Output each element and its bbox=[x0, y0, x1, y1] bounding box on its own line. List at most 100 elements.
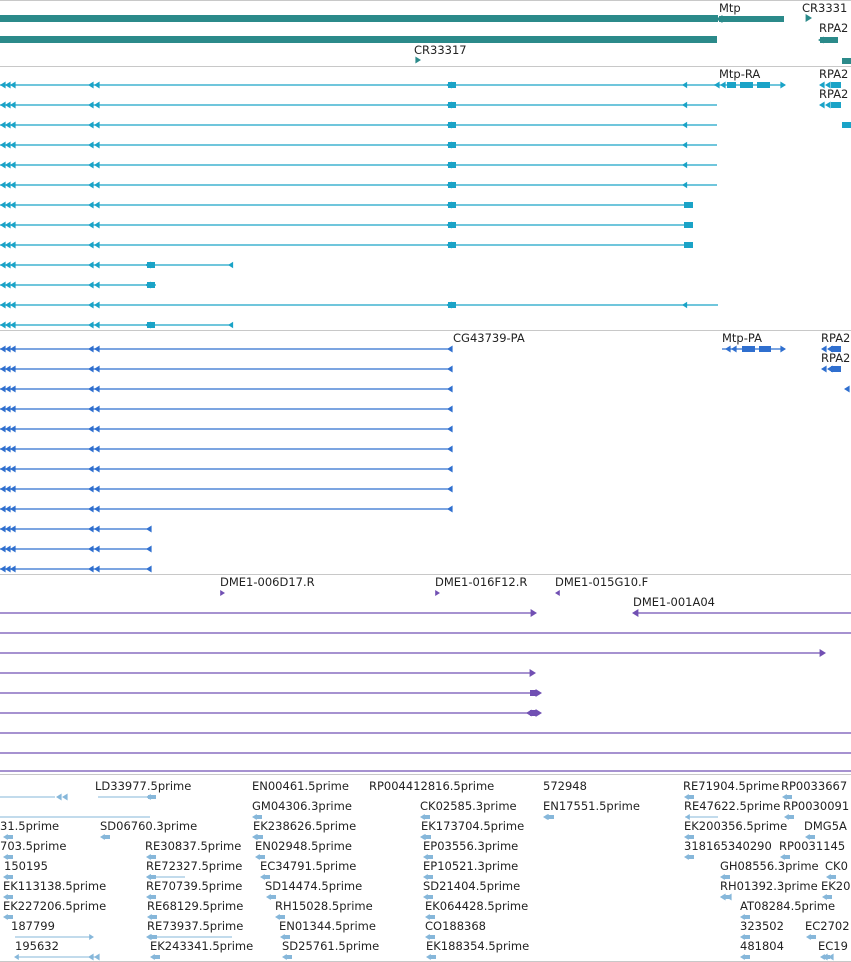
est-label[interactable]: 481804 bbox=[740, 939, 784, 953]
strand-arrow bbox=[825, 81, 831, 89]
exon-box bbox=[448, 122, 456, 128]
transcript-label-rpa2-a[interactable]: RPA2 bbox=[819, 67, 849, 81]
exon-box bbox=[7, 895, 13, 899]
strand-arrow bbox=[3, 894, 8, 900]
est-label[interactable]: 703.5prime bbox=[0, 839, 67, 853]
est-label[interactable]: EC19 bbox=[818, 939, 848, 953]
est-label[interactable]: EK173704.5prime bbox=[421, 819, 525, 833]
gene-label-rpa2[interactable]: RPA2 bbox=[819, 21, 849, 35]
est-label[interactable]: 318165340290 bbox=[684, 839, 772, 853]
est-label[interactable]: 187799 bbox=[11, 919, 55, 933]
est-label[interactable]: RE70739.5prime bbox=[146, 879, 243, 893]
strand-arrow bbox=[94, 101, 100, 109]
exon-box bbox=[831, 366, 841, 372]
est-label[interactable]: RP004412816.5prime bbox=[369, 779, 495, 793]
protein-label-cg43739[interactable]: CG43739-PA bbox=[453, 331, 525, 345]
est-label[interactable]: GM04306.3prime bbox=[252, 799, 352, 813]
est-label[interactable]: CK02585.3prime bbox=[420, 799, 517, 813]
est-label[interactable]: EP03556.3prime bbox=[423, 839, 519, 853]
est-label[interactable]: EK113138.5prime bbox=[3, 879, 107, 893]
strand-arrow bbox=[544, 814, 549, 820]
est-label[interactable]: EN02948.5prime bbox=[255, 839, 352, 853]
est-label[interactable]: EN17551.5prime bbox=[543, 799, 640, 813]
est-label[interactable]: EK064428.5prime bbox=[425, 899, 529, 913]
exon-box bbox=[786, 795, 792, 799]
strand-arrow bbox=[529, 669, 536, 677]
strand-arrow bbox=[255, 854, 260, 860]
transcript-label-rpa2-b[interactable]: RPA2 bbox=[819, 87, 849, 101]
est-label[interactable]: EP10521.3prime bbox=[423, 859, 519, 873]
protein-label-mtp-pa[interactable]: Mtp-PA bbox=[722, 331, 762, 345]
est-label[interactable]: RE72327.5prime bbox=[146, 859, 243, 873]
est-label[interactable]: EN01344.5prime bbox=[279, 919, 376, 933]
est-label[interactable]: 31.5prime bbox=[0, 819, 60, 833]
est-label[interactable]: EK227206.5prime bbox=[3, 899, 107, 913]
est-label[interactable]: EC2702 bbox=[805, 919, 850, 933]
strand-arrow bbox=[5, 485, 11, 493]
est-label[interactable]: RP0033667 bbox=[781, 779, 848, 793]
est-label[interactable]: EC34791.5prime bbox=[260, 859, 357, 873]
strand-arrow bbox=[10, 221, 16, 229]
est-label[interactable]: EN00461.5prime bbox=[252, 779, 349, 793]
protein-label-rpa2-b[interactable]: RPA2 bbox=[821, 351, 851, 365]
est-label[interactable]: RE73937.5prime bbox=[147, 919, 244, 933]
exon-box bbox=[684, 222, 693, 228]
strand-arrow bbox=[56, 793, 62, 801]
strand-arrow bbox=[5, 141, 11, 149]
est-label[interactable]: SD06760.3prime bbox=[100, 819, 198, 833]
est-label[interactable]: RP0031145 bbox=[779, 839, 846, 853]
gene-label-mtp[interactable]: Mtp bbox=[719, 1, 741, 15]
est-label[interactable]: 150195 bbox=[4, 859, 48, 873]
strand-arrow bbox=[632, 609, 639, 617]
est-label[interactable]: RE68129.5prime bbox=[147, 899, 244, 913]
clone-label-dme1-015g10[interactable]: DME1-015G10.F bbox=[555, 575, 649, 589]
est-label[interactable]: SD14474.5prime bbox=[265, 879, 363, 893]
strand-arrow bbox=[447, 505, 453, 513]
protein-track: CG43739-PA Mtp-PA RPA2 RPA2 bbox=[0, 331, 851, 574]
est-label[interactable]: RH15028.5prime bbox=[275, 899, 373, 913]
est-label[interactable]: GH08556.3prime bbox=[720, 859, 819, 873]
exon-box bbox=[427, 855, 433, 859]
est-label[interactable]: RH01392.3prime bbox=[720, 879, 818, 893]
strand-arrow bbox=[446, 181, 452, 189]
est-label[interactable]: AT08284.5prime bbox=[740, 899, 836, 913]
est-label[interactable]: RE71904.5prime bbox=[683, 779, 780, 793]
est-label[interactable]: DMG5A bbox=[804, 819, 847, 833]
strand-arrow bbox=[682, 121, 688, 129]
exon-box bbox=[831, 82, 841, 88]
protein-label-rpa2-a[interactable]: RPA2 bbox=[821, 331, 851, 345]
strand-arrow bbox=[5, 181, 11, 189]
exon-box bbox=[830, 875, 836, 879]
gene-label-cr3331[interactable]: CR3331 bbox=[802, 1, 848, 15]
est-label[interactable]: RP0030091 bbox=[783, 799, 850, 813]
clone-label-dme1-006d17[interactable]: DME1-006D17.R bbox=[220, 575, 315, 589]
est-label[interactable]: 195632 bbox=[15, 939, 59, 953]
strand-arrow bbox=[780, 81, 786, 89]
est-label[interactable]: EK238626.5prime bbox=[253, 819, 357, 833]
clone-label-dme1-016f12[interactable]: DME1-016F12.R bbox=[435, 575, 528, 589]
est-label[interactable]: EK20 bbox=[821, 879, 851, 893]
exon-box bbox=[264, 875, 270, 879]
est-label[interactable]: RE47622.5prime bbox=[684, 799, 781, 813]
est-label[interactable]: 323502 bbox=[740, 919, 784, 933]
est-label[interactable]: LD33977.5prime bbox=[95, 779, 192, 793]
est-label[interactable]: EK200356.5prime bbox=[684, 819, 788, 833]
gene-label-cr33317[interactable]: CR33317 bbox=[414, 43, 467, 57]
est-label[interactable]: SD25761.5prime bbox=[282, 939, 380, 953]
est-label[interactable]: EK243341.5prime bbox=[150, 939, 254, 953]
exon-box bbox=[286, 955, 292, 959]
strand-arrow bbox=[150, 954, 155, 960]
strand-arrow bbox=[145, 281, 151, 289]
est-label[interactable]: 572948 bbox=[543, 779, 587, 793]
est-label[interactable]: CK0 bbox=[825, 859, 848, 873]
est-label[interactable]: SD21404.5prime bbox=[423, 879, 521, 893]
est-label[interactable]: EK188354.5prime bbox=[426, 939, 530, 953]
strand-arrow bbox=[10, 365, 16, 373]
transcript-label-mtp-ra[interactable]: Mtp-RA bbox=[719, 67, 761, 81]
est-label[interactable]: CO188368 bbox=[425, 919, 486, 933]
strand-arrow bbox=[684, 794, 689, 800]
exon-box bbox=[744, 915, 750, 919]
est-label[interactable]: RE30837.5prime bbox=[145, 839, 242, 853]
strand-arrow bbox=[146, 565, 152, 573]
clone-label-dme1-001a04[interactable]: DME1-001A04 bbox=[633, 595, 715, 609]
